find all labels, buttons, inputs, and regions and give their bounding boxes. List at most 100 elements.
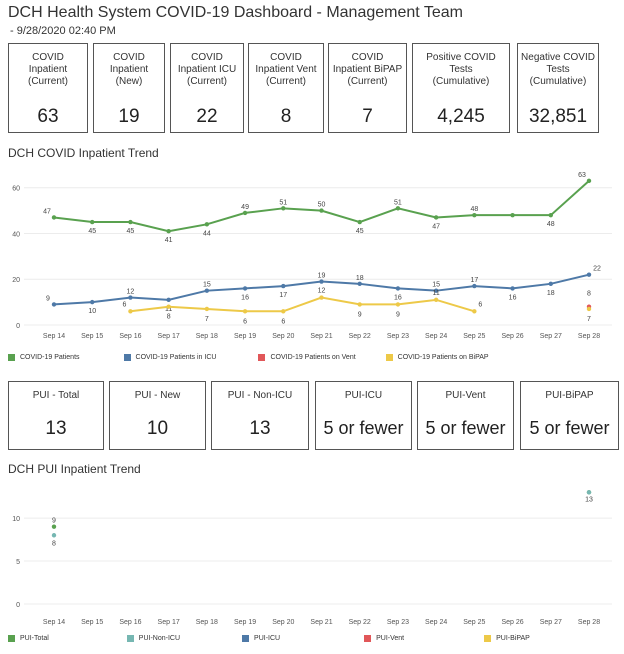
data-label: 8 — [52, 540, 56, 547]
legend-pui-trend: PUI-Total PUI-Non-ICU PUI-ICU PUI-Vent P… — [8, 635, 530, 642]
kpi-value: 32,851 — [528, 106, 588, 127]
x-tick-label: Sep 20 — [272, 333, 294, 340]
x-tick-label: Sep 18 — [196, 619, 218, 626]
legend-item[interactable]: COVID-19 Patients on Vent — [258, 354, 356, 361]
legend-item[interactable]: PUI-Non-ICU — [126, 635, 180, 642]
x-tick-label: Sep 27 — [540, 333, 562, 340]
kpi-covid-inpatient-vent[interactable]: COVID Inpatient Vent (Current) 8 — [248, 43, 324, 133]
data-label: 47 — [432, 223, 440, 230]
data-point — [586, 272, 592, 277]
x-tick-label: Sep 27 — [540, 619, 562, 626]
chart-title-pui-trend: DCH PUI Inpatient Trend — [8, 462, 141, 476]
data-label: 16 — [241, 294, 249, 301]
data-label: 48 — [547, 221, 555, 228]
data-point — [51, 302, 57, 307]
data-point — [395, 286, 401, 291]
data-point — [586, 178, 592, 184]
kpi-positive-tests[interactable]: Positive COVID Tests (Cumulative) 4,245 — [412, 43, 510, 133]
data-label: 45 — [356, 228, 364, 235]
data-point — [242, 210, 248, 216]
data-point — [128, 295, 133, 300]
legend-inpatient-trend: COVID-19 Patients COVID-19 Patients in I… — [8, 354, 489, 361]
x-tick-label: Sep 19 — [234, 333, 256, 340]
kpi-pui-bipap[interactable]: PUI-BiPAP 5 or fewer — [520, 381, 619, 450]
x-tick-label: Sep 18 — [196, 333, 218, 340]
kpi-label: COVID Inpatient Vent (Current) — [255, 52, 317, 87]
x-tick-label: Sep 16 — [119, 333, 141, 340]
x-tick-label: Sep 24 — [425, 619, 447, 626]
data-point — [433, 215, 439, 220]
data-label: 49 — [241, 204, 249, 211]
x-tick-label: Sep 28 — [578, 333, 600, 340]
data-point — [242, 309, 248, 314]
x-tick-label: Sep 19 — [234, 619, 256, 626]
data-point — [204, 288, 210, 293]
legend-swatch — [8, 354, 15, 361]
kpi-label: PUI-Vent — [445, 390, 486, 401]
data-label: 22 — [593, 266, 601, 273]
data-point — [472, 212, 477, 218]
data-point — [472, 283, 477, 289]
data-label: 51 — [394, 199, 402, 206]
data-point — [586, 490, 592, 495]
data-point — [319, 279, 324, 284]
y-tick-label: 0 — [16, 602, 20, 609]
data-label: 18 — [356, 275, 364, 282]
legend-swatch — [364, 635, 372, 642]
data-point — [395, 302, 401, 307]
legend-swatch — [123, 354, 131, 361]
data-point — [51, 524, 57, 529]
x-tick-label: Sep 26 — [501, 619, 523, 626]
data-point — [204, 306, 210, 312]
kpi-value: 5 or fewer — [425, 418, 506, 438]
y-tick-label: 0 — [16, 323, 20, 330]
data-point — [166, 304, 171, 309]
legend-item[interactable]: COVID-19 Patients in ICU — [123, 354, 216, 361]
data-label: 16 — [509, 294, 517, 301]
data-label: 47 — [43, 208, 51, 215]
kpi-pui-icu[interactable]: PUI-ICU 5 or fewer — [315, 381, 412, 450]
legend-swatch — [8, 635, 15, 642]
legend-item[interactable]: PUI-Total — [8, 635, 49, 642]
y-tick-label: 60 — [12, 186, 20, 193]
kpi-pui-total[interactable]: PUI - Total 13 — [8, 381, 104, 450]
kpi-label: PUI - New — [134, 390, 181, 401]
series-line — [130, 296, 475, 313]
kpi-pui-vent[interactable]: PUI-Vent 5 or fewer — [417, 381, 514, 450]
x-tick-label: Sep 20 — [272, 619, 294, 626]
kpi-covid-inpatient-bipap[interactable]: COVID Inpatient BiPAP (Current) 7 — [328, 43, 407, 133]
kpi-covid-inpatient-new[interactable]: COVID Inpatient (New) 19 — [93, 43, 165, 133]
legend-label: PUI-BiPAP — [496, 635, 530, 642]
legend-item[interactable]: PUI-Vent — [364, 635, 404, 642]
kpi-value: 8 — [280, 106, 292, 127]
legend-label: PUI-Total — [20, 635, 49, 642]
data-label: 17 — [279, 292, 287, 299]
kpi-value: 7 — [362, 106, 373, 127]
kpi-negative-tests[interactable]: Negative COVID Tests (Cumulative) 32,851 — [517, 43, 599, 133]
kpi-covid-inpatient-icu[interactable]: COVID Inpatient ICU (Current) 22 — [170, 43, 244, 133]
legend-item[interactable]: COVID-19 Patients on BiPAP — [385, 354, 489, 361]
data-point — [90, 219, 95, 225]
data-point — [90, 299, 95, 305]
kpi-row-pui: PUI - Total 13 PUI - New 10 PUI - Non-IC… — [8, 381, 619, 450]
data-point — [281, 206, 286, 211]
data-label: 9 — [52, 518, 56, 525]
data-point — [51, 533, 57, 538]
legend-item[interactable]: PUI-ICU — [242, 635, 280, 642]
data-point — [510, 212, 515, 218]
data-point — [242, 286, 248, 291]
data-point — [204, 222, 210, 227]
legend-label: COVID-19 Patients on BiPAP — [397, 354, 489, 361]
data-label: 11 — [165, 306, 172, 313]
kpi-pui-non-icu[interactable]: PUI - Non-ICU 13 — [211, 381, 309, 450]
data-label: 6 — [122, 301, 126, 308]
legend-item[interactable]: COVID-19 Patients — [8, 354, 80, 361]
kpi-value: 5 or fewer — [323, 418, 404, 438]
legend-item[interactable]: PUI-BiPAP — [484, 635, 530, 642]
data-label: 6 — [243, 318, 247, 325]
kpi-pui-new[interactable]: PUI - New 10 — [109, 381, 206, 450]
data-label: 13 — [585, 496, 593, 503]
kpi-covid-inpatient-current[interactable]: COVID Inpatient (Current) 63 — [8, 43, 88, 133]
data-point — [510, 286, 515, 291]
data-label: 12 — [127, 289, 135, 296]
